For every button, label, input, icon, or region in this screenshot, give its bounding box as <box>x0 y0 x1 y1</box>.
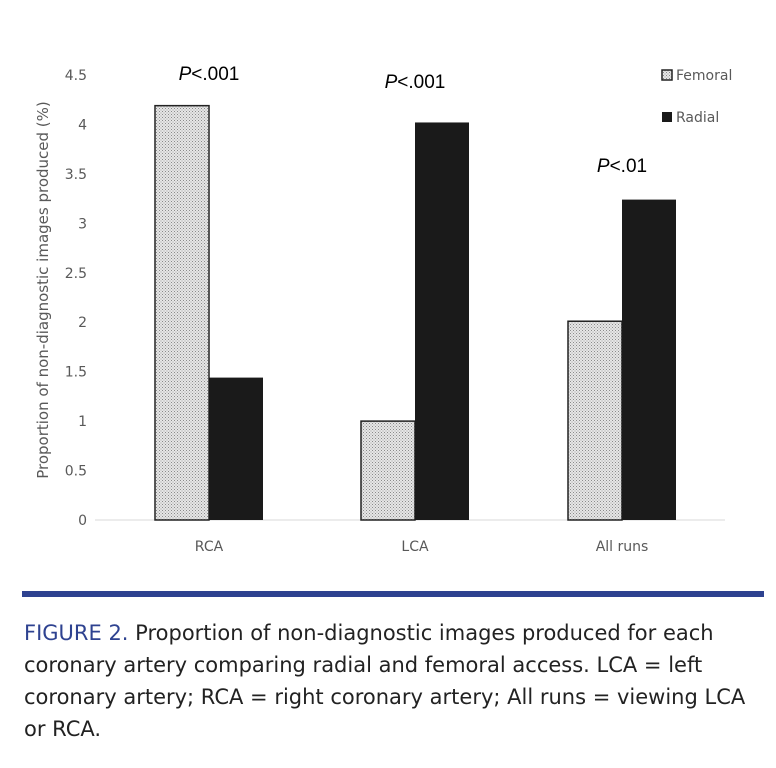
bar-femoral-all-runs <box>567 320 623 521</box>
legend-swatch-radial <box>662 112 672 122</box>
x-tick-label: All runs <box>596 539 649 555</box>
y-tick-label: 3 <box>78 216 87 232</box>
caption-text: Proportion of non-diagnostic images prod… <box>24 621 746 741</box>
y-tick-label: 1.5 <box>65 365 87 381</box>
figure-caption: FIGURE 2. Proportion of non-diagnostic i… <box>24 617 764 745</box>
bar-radial-lca <box>415 122 469 520</box>
p-value-annotation: P<.001 <box>385 72 446 93</box>
x-tick-label: LCA <box>401 539 429 555</box>
legend-swatch-femoral <box>661 69 673 81</box>
p-value-annotation: P<.001 <box>179 64 240 85</box>
caption-divider <box>22 591 764 597</box>
caption-label: FIGURE 2. <box>24 621 129 645</box>
legend-label-femoral: Femoral <box>676 68 732 84</box>
y-tick-label: 2 <box>78 315 87 331</box>
bar-femoral-rca <box>154 104 210 521</box>
y-tick-label: 0 <box>78 513 87 529</box>
y-tick-label: 3.5 <box>65 167 87 183</box>
y-tick-label: 4.5 <box>65 68 87 84</box>
y-axis-label: Proportion of non-diagnostic images prod… <box>34 101 52 479</box>
legend: Femoral Radial <box>661 68 732 126</box>
y-tick-label: 0.5 <box>65 464 87 480</box>
bar-femoral-lca <box>360 420 416 521</box>
y-tick-label: 2.5 <box>65 266 87 282</box>
bar-chart: 0 0.5 1 1.5 2 2.5 3 3.5 4 4.5 RCA LCA All runs P<.0… <box>34 64 732 555</box>
x-tick-label: RCA <box>195 539 224 555</box>
bar-radial-all-runs <box>622 199 676 520</box>
y-tick-label: 4 <box>78 117 87 133</box>
legend-label-radial: Radial <box>676 110 719 126</box>
y-tick-label: 1 <box>78 414 87 430</box>
p-value-annotation: P<.01 <box>597 156 647 177</box>
bar-radial-rca <box>209 377 263 520</box>
